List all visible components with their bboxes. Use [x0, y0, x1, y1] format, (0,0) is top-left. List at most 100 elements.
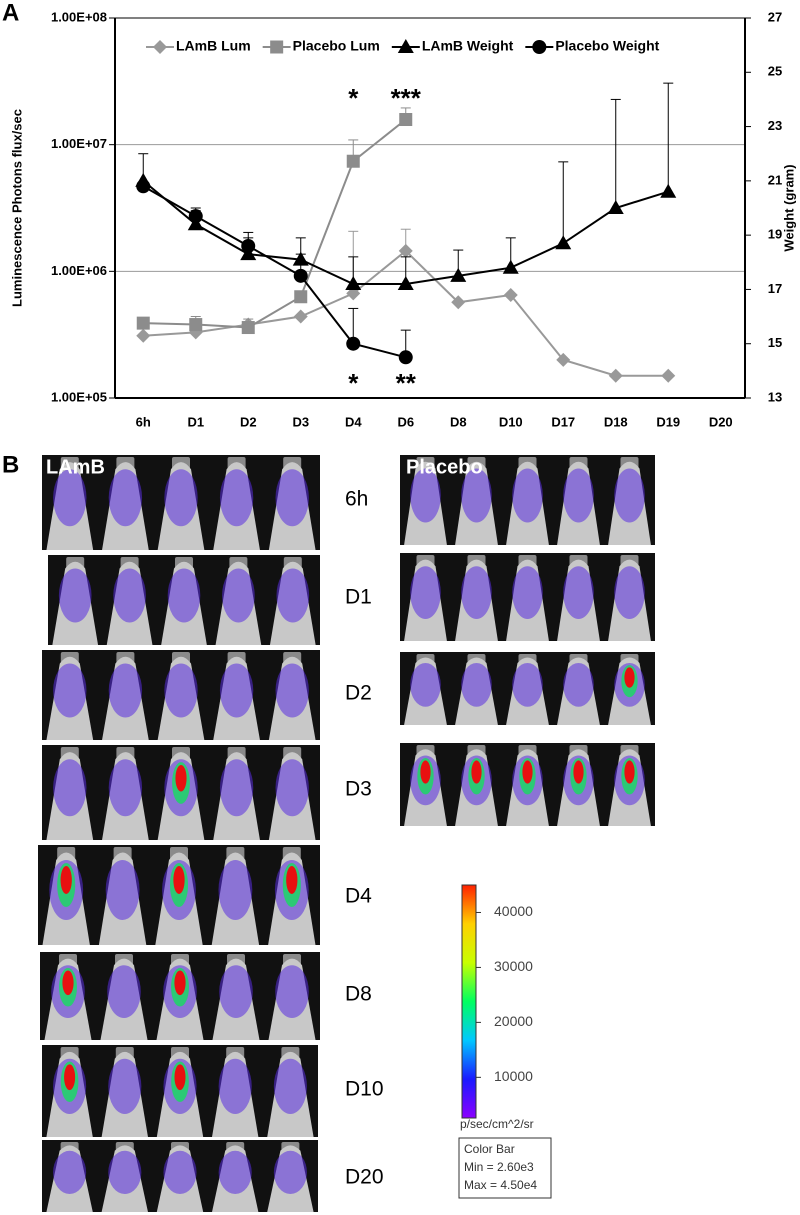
- color-bar-info: Min = 2.60e3: [464, 1160, 534, 1174]
- marker: [555, 235, 572, 250]
- marker: [136, 328, 151, 343]
- signal: [410, 566, 441, 619]
- signal: [461, 566, 492, 619]
- signal-peak: [64, 1064, 76, 1091]
- signal: [164, 663, 198, 718]
- marker: [293, 268, 308, 283]
- signal: [108, 1150, 142, 1194]
- marker: [660, 183, 677, 198]
- marker: [241, 321, 255, 335]
- marker: [398, 350, 413, 365]
- y2-tick-label: 23: [768, 118, 782, 133]
- signal: [218, 1150, 252, 1194]
- signal: [563, 662, 594, 707]
- y2-tick-label: 21: [768, 172, 782, 187]
- timepoint-label: D2: [345, 682, 372, 705]
- signal: [512, 662, 543, 707]
- signal-peak: [62, 970, 74, 996]
- signal: [563, 566, 594, 619]
- x-tick-label: D19: [656, 414, 680, 429]
- signal: [512, 566, 543, 619]
- y-tick-label: 1.00E+05: [51, 389, 107, 404]
- marker: [608, 368, 623, 383]
- signal-peak: [174, 970, 186, 996]
- x-tick-label: 6h: [136, 414, 151, 429]
- color-bar-info: Color Bar: [464, 1142, 515, 1156]
- marker: [398, 243, 413, 258]
- signal: [108, 663, 143, 718]
- signal-peak: [471, 760, 482, 784]
- signal: [53, 759, 87, 817]
- y-tick-label: 1.00E+08: [51, 9, 107, 24]
- color-bar-box: [458, 1137, 552, 1199]
- color-bar-tick-label: 20000: [494, 1013, 533, 1029]
- significance-marker: *: [348, 368, 359, 398]
- signal-peak: [573, 760, 584, 784]
- signal: [563, 468, 594, 523]
- marker: [661, 368, 676, 383]
- significance-marker: **: [396, 368, 417, 398]
- signal: [163, 1150, 197, 1194]
- marker: [502, 259, 519, 274]
- signal: [273, 1150, 307, 1194]
- signal: [275, 663, 309, 718]
- y-tick-label: 1.00E+06: [51, 263, 107, 278]
- x-tick-label: D4: [345, 414, 362, 429]
- signal-peak: [174, 1064, 186, 1091]
- color-bar-info: Max = 4.50e4: [464, 1178, 537, 1192]
- signal: [275, 469, 309, 527]
- marker: [346, 154, 360, 168]
- y2-tick-label: 19: [768, 227, 782, 242]
- legend-marker: [532, 40, 547, 54]
- legend-marker: [153, 40, 167, 54]
- signal: [58, 568, 92, 623]
- color-bar-unit: p/sec/cm^2/sr: [460, 1117, 534, 1131]
- timepoint-label: D3: [345, 778, 372, 801]
- signal: [222, 568, 255, 623]
- signal: [108, 469, 143, 527]
- signal: [614, 468, 645, 523]
- marker: [345, 276, 362, 290]
- signal: [410, 662, 441, 707]
- panel-label: A: [2, 0, 19, 26]
- y2-tick-label: 17: [768, 281, 782, 296]
- x-tick-label: D2: [240, 414, 257, 429]
- signal: [512, 468, 543, 523]
- series-line: [143, 118, 407, 329]
- x-tick-label: D18: [604, 414, 628, 429]
- signal-peak: [624, 760, 635, 784]
- signal: [461, 468, 492, 523]
- signal: [53, 663, 87, 718]
- y2-tick-label: 27: [768, 9, 782, 24]
- color-bar: [461, 884, 477, 1119]
- signal: [273, 1058, 307, 1114]
- x-tick-label: D6: [397, 414, 414, 429]
- timepoint-label: D20: [345, 1166, 384, 1189]
- signal: [164, 469, 198, 527]
- signal-peak: [60, 866, 72, 894]
- x-tick-label: D10: [499, 414, 523, 429]
- panel-label: B: [2, 451, 19, 478]
- series-line: [142, 185, 407, 359]
- marker: [450, 267, 467, 282]
- signal: [107, 965, 141, 1018]
- marker: [399, 113, 413, 127]
- marker: [136, 179, 151, 194]
- legend-label: Placebo Weight: [555, 38, 659, 54]
- y-axis-title: Luminescence Photons flux/sec: [9, 109, 24, 307]
- timepoint-label: D4: [345, 885, 372, 908]
- signal: [219, 759, 254, 817]
- signal: [218, 1058, 252, 1114]
- group-label: LAmB: [46, 456, 105, 478]
- signal: [53, 469, 87, 527]
- signal: [219, 469, 254, 527]
- legend-label: LAmB Weight: [422, 38, 514, 54]
- color-bar-tick-label: 40000: [494, 903, 533, 919]
- signal: [219, 965, 253, 1018]
- y2-tick-label: 15: [768, 335, 782, 350]
- legend-marker: [270, 40, 284, 54]
- marker: [240, 246, 257, 261]
- marker: [503, 288, 518, 303]
- signal-peak: [624, 667, 635, 688]
